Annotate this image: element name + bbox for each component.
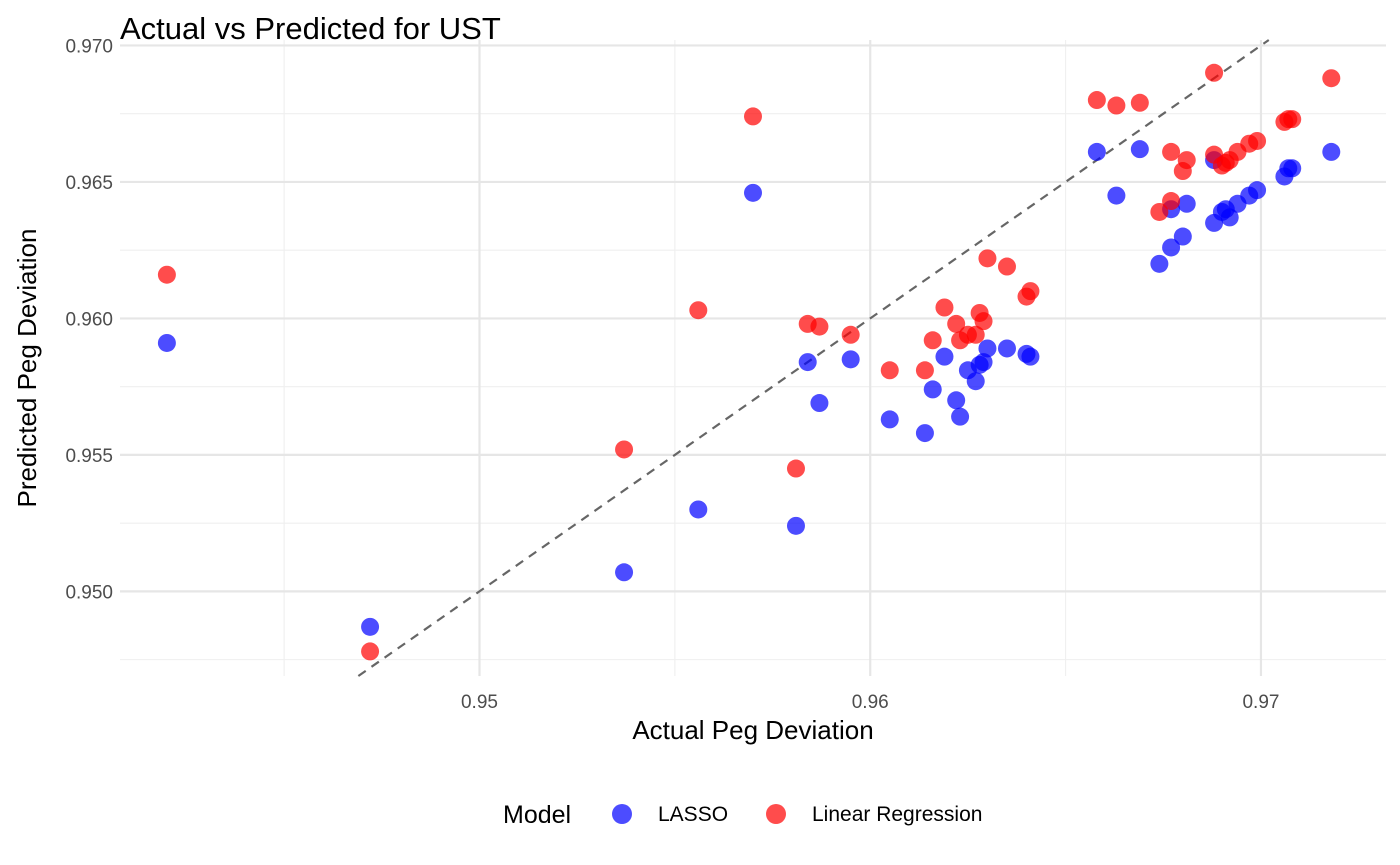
point-lasso: [744, 183, 762, 202]
point-lasso: [935, 347, 954, 366]
point-lasso: [1021, 347, 1040, 366]
point-linear-regression: [947, 314, 966, 333]
y-tick-label: 0.955: [65, 446, 113, 467]
chart-title: Actual vs Predicted for UST: [120, 11, 501, 46]
point-linear-regression: [157, 265, 176, 284]
point-linear-regression: [1248, 131, 1267, 150]
point-lasso: [841, 350, 860, 369]
x-tick-label: 0.97: [1242, 692, 1279, 713]
point-linear-regression: [841, 325, 860, 344]
x-axis-title: Actual Peg Deviation: [632, 715, 873, 745]
point-linear-regression: [1322, 69, 1341, 88]
point-lasso: [1150, 254, 1169, 273]
point-linear-regression: [1150, 202, 1169, 221]
point-lasso: [966, 372, 985, 391]
point-linear-regression: [966, 325, 985, 344]
legend-label-linear-regression: Linear Regression: [812, 803, 982, 826]
point-linear-regression: [1021, 282, 1040, 301]
point-lasso: [157, 333, 176, 352]
legend: Model LASSO Linear Regression: [503, 801, 982, 829]
y-tick-label: 0.950: [65, 582, 113, 603]
legend-title: Model: [503, 801, 571, 829]
point-linear-regression: [1087, 91, 1106, 110]
point-lasso: [923, 380, 942, 399]
point-linear-regression: [786, 459, 805, 478]
x-tick-label: 0.96: [852, 692, 889, 713]
point-linear-regression: [615, 440, 634, 459]
point-lasso: [810, 394, 829, 413]
point-lasso: [1283, 159, 1302, 178]
point-lasso: [1173, 227, 1192, 246]
point-lasso: [1107, 186, 1126, 205]
data-points: [157, 63, 1341, 661]
legend-label-lasso: LASSO: [658, 803, 728, 826]
point-lasso: [1220, 208, 1239, 227]
point-lasso: [880, 410, 899, 429]
y-axis-title: Predicted Peg Deviation: [12, 229, 42, 508]
point-linear-regression: [1107, 96, 1126, 115]
point-lasso: [1248, 181, 1267, 200]
y-tick-label: 0.960: [65, 309, 113, 330]
point-linear-regression: [974, 312, 993, 331]
point-lasso: [997, 339, 1016, 358]
point-lasso: [1322, 142, 1341, 161]
point-linear-regression: [689, 301, 708, 320]
point-lasso: [915, 424, 934, 443]
y-axis-ticks: 0.950 0.955 0.960 0.965 0.970: [65, 36, 113, 603]
point-linear-regression: [361, 642, 380, 661]
point-linear-regression: [1162, 192, 1181, 211]
point-lasso: [951, 407, 970, 426]
point-lasso: [361, 617, 380, 636]
point-linear-regression: [935, 298, 954, 317]
point-lasso: [1087, 142, 1106, 161]
point-linear-regression: [1177, 151, 1196, 170]
point-linear-regression: [978, 249, 997, 268]
point-linear-regression: [1205, 63, 1224, 82]
point-lasso: [1177, 194, 1196, 213]
point-linear-regression: [810, 317, 829, 336]
point-lasso: [1162, 238, 1181, 257]
x-tick-label: 0.95: [461, 692, 498, 713]
point-lasso: [1130, 140, 1149, 159]
point-linear-regression: [1283, 110, 1302, 129]
point-lasso: [786, 516, 805, 535]
point-lasso: [689, 500, 708, 519]
point-linear-regression: [1130, 93, 1149, 112]
point-lasso: [974, 353, 993, 372]
point-lasso: [798, 353, 817, 372]
point-lasso: [978, 339, 997, 358]
point-linear-regression: [997, 257, 1016, 276]
x-axis-ticks: 0.95 0.96 0.97: [461, 692, 1279, 713]
grid: [120, 40, 1386, 676]
y-tick-label: 0.970: [65, 36, 113, 57]
y-tick-label: 0.965: [65, 173, 113, 194]
point-lasso: [947, 391, 966, 410]
point-lasso: [615, 563, 634, 582]
point-linear-regression: [1162, 142, 1181, 161]
point-linear-regression: [880, 361, 899, 380]
legend-swatch-linear-regression: [766, 804, 786, 824]
point-linear-regression: [744, 107, 762, 126]
legend-swatch-lasso: [612, 804, 632, 824]
point-linear-regression: [915, 361, 934, 380]
point-linear-regression: [923, 331, 942, 350]
